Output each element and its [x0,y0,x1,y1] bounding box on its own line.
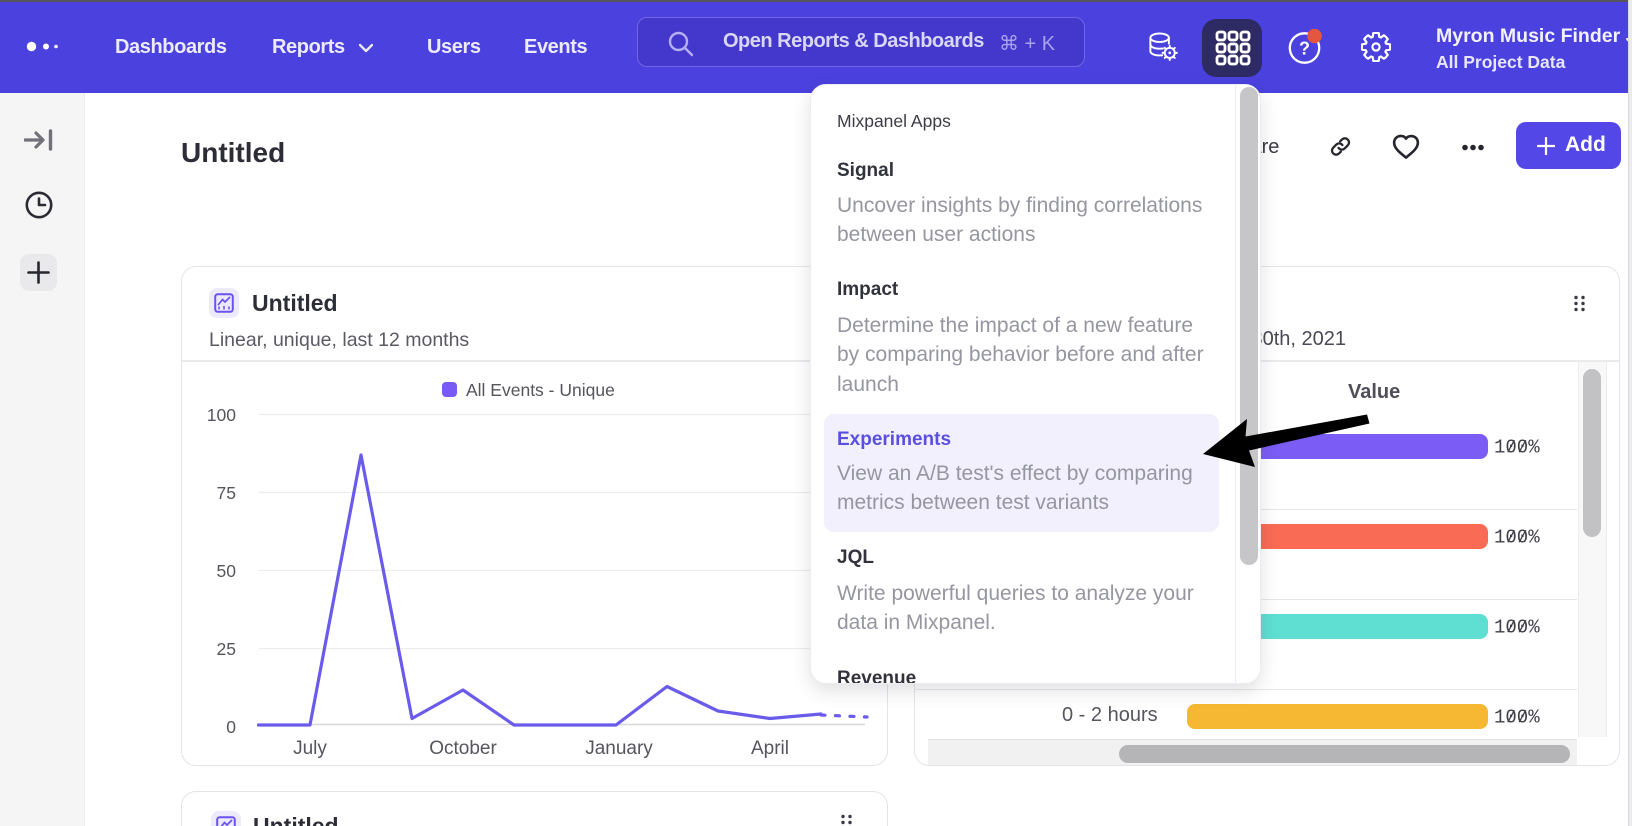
svg-text:January: January [585,738,653,759]
svg-text:75: 75 [217,483,236,503]
svg-text:0: 0 [226,717,236,737]
svg-text:100%: 100% [1494,527,1540,547]
svg-text:100%: 100% [1494,437,1540,457]
svg-text:50: 50 [217,561,237,581]
svg-text:July: July [293,738,327,759]
svg-text:April: April [751,738,789,759]
svg-text:?: ? [1299,39,1310,59]
svg-text:100: 100 [207,405,236,425]
svg-text:25: 25 [217,639,236,659]
svg-text:100%: 100% [1494,707,1540,727]
svg-text:October: October [429,738,497,759]
svg-text:100%: 100% [1494,617,1540,637]
